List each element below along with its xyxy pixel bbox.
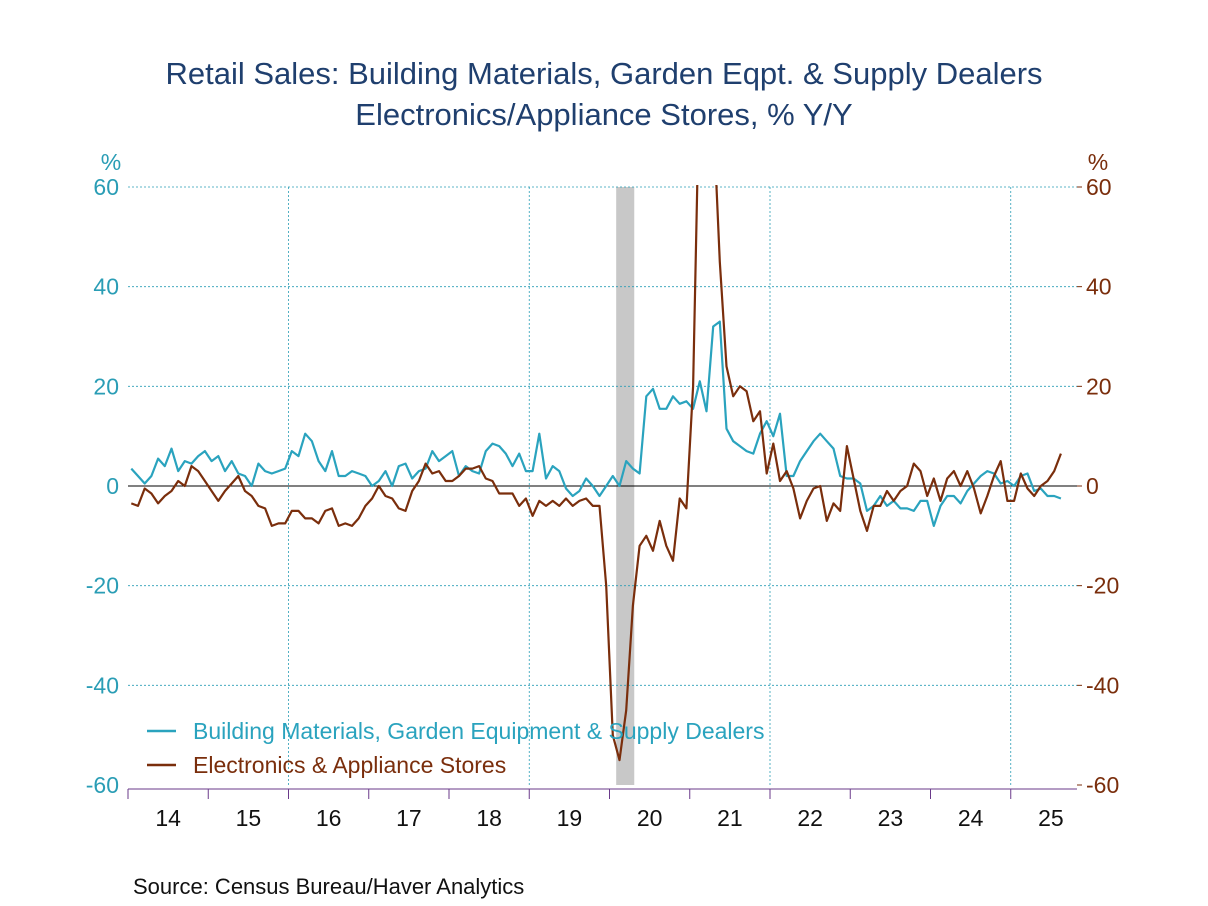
y-ticks-layer: 60 60 40 40 20 20 0 0 -20 -20 -40 -40 -60 -60 bbox=[86, 174, 1120, 798]
y-tick-label-left: 60 bbox=[93, 174, 119, 200]
source-note: Source: Census Bureau/Haver Analytics bbox=[133, 874, 524, 899]
x-tick-label: 18 bbox=[476, 805, 502, 831]
x-tick-label: 20 bbox=[637, 805, 663, 831]
x-tick-label: 16 bbox=[316, 805, 342, 831]
y-tick-label-right: 60 bbox=[1086, 174, 1112, 200]
y-tick-label-left: -20 bbox=[86, 573, 119, 599]
x-tick-label: 19 bbox=[557, 805, 583, 831]
y-tick-label-right: -40 bbox=[1086, 672, 1119, 698]
chart-title: Retail Sales: Building Materials, Garden… bbox=[165, 56, 1042, 91]
x-tick-label: 17 bbox=[396, 805, 422, 831]
y-tick-label-left: 0 bbox=[106, 473, 119, 499]
y-axis-right-unit: % bbox=[1088, 149, 1108, 175]
legend-label-electronics: Electronics & Appliance Stores bbox=[193, 752, 506, 778]
y-tick-label-right: -20 bbox=[1086, 573, 1119, 599]
series-layer bbox=[130, 185, 1062, 762]
legend: Building Materials, Garden Equipment & S… bbox=[147, 718, 764, 778]
y-tick-label-left: -40 bbox=[86, 672, 119, 698]
x-tick-label: 14 bbox=[155, 805, 181, 831]
grid-layer bbox=[128, 186, 1077, 790]
x-tick-label: 24 bbox=[958, 805, 984, 831]
y-tick-label-left: -60 bbox=[86, 772, 119, 798]
x-tick-label: 15 bbox=[236, 805, 262, 831]
x-tick-label: 22 bbox=[797, 805, 823, 831]
y-tick-label-right: -60 bbox=[1086, 772, 1119, 798]
y-tick-label-left: 20 bbox=[93, 373, 119, 399]
x-tick-label: 21 bbox=[717, 805, 743, 831]
y-axis-left-unit: % bbox=[101, 149, 121, 175]
x-tick-label: 23 bbox=[878, 805, 904, 831]
y-tick-label-right: 0 bbox=[1086, 473, 1099, 499]
x-ticks-layer: 14 15 16 17 18 19 20 21 22 23 24 25 bbox=[127, 789, 1064, 831]
y-tick-label-right: 20 bbox=[1086, 373, 1112, 399]
series-line-electronics bbox=[130, 185, 1062, 762]
series-line-building-materials bbox=[130, 320, 1062, 528]
legend-label-building-materials: Building Materials, Garden Equipment & S… bbox=[193, 718, 764, 744]
x-tick-label: 25 bbox=[1038, 805, 1064, 831]
y-tick-label-left: 40 bbox=[93, 274, 119, 300]
y-tick-label-right: 40 bbox=[1086, 274, 1112, 300]
chart-subtitle: Electronics/Appliance Stores, % Y/Y bbox=[355, 97, 852, 132]
